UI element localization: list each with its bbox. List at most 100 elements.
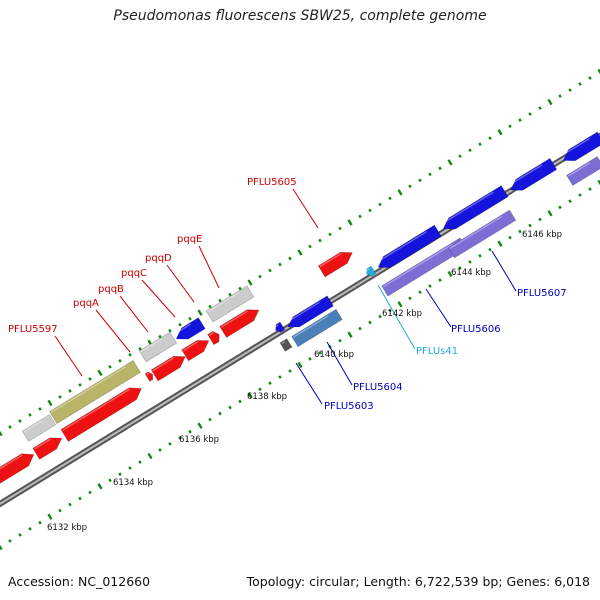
scale-dot [278, 262, 282, 267]
scale-dot [458, 266, 462, 270]
forward-gene-feature[interactable] [32, 433, 65, 460]
purple-gene-feature[interactable] [566, 156, 600, 186]
scale-major-tick [0, 429, 3, 437]
scale-dot [138, 346, 142, 351]
scale-dot [178, 322, 182, 327]
pflus41-feature[interactable] [364, 265, 377, 278]
gene-label[interactable]: PFLU5605 [247, 177, 297, 188]
pfl5603-feature[interactable] [285, 295, 334, 332]
scale-major-tick [447, 270, 453, 278]
scale-dot [268, 381, 272, 386]
pfl5597-feature[interactable] [49, 360, 141, 424]
scale-dot [378, 314, 382, 319]
gene-label[interactable]: pqqD [145, 253, 172, 264]
pseudo-gene-feature[interactable] [138, 331, 178, 363]
reverse-gene-feature[interactable] [375, 224, 442, 273]
scale-dot [78, 496, 82, 501]
tick-label: 6146 kbp [522, 230, 562, 240]
scale-dot [338, 338, 342, 343]
leader-line [326, 341, 353, 386]
leader-line [95, 309, 131, 353]
scale-dot [408, 184, 412, 189]
small-feature[interactable] [279, 338, 293, 352]
scale-dot [208, 304, 212, 309]
scale-dot [108, 364, 112, 369]
scale-dot [38, 520, 42, 525]
scale-dot [168, 442, 172, 446]
scale-dot [458, 154, 462, 159]
scale-dot [538, 217, 542, 222]
scale-major-tick [497, 240, 503, 247]
gene-label[interactable]: PFLUs41 [416, 346, 458, 357]
scale-major-tick [397, 301, 403, 308]
scale-dot [418, 290, 422, 295]
map-title: Pseudomonas fluorescens SBW25, complete … [113, 8, 487, 24]
scale-dot [318, 351, 322, 355]
pqqE-feature[interactable] [219, 304, 263, 338]
pqqC-feature[interactable] [181, 335, 213, 362]
reverse-gene-feature[interactable] [507, 157, 558, 195]
accession-text: Accession: NC_012660 [8, 574, 151, 589]
scale-dot [8, 425, 12, 429]
pfl5607-feature[interactable] [447, 209, 517, 259]
scale-dot [128, 352, 132, 357]
leader-line [295, 362, 323, 405]
scale-dot [358, 214, 362, 219]
reverse-gene-feature[interactable] [173, 317, 206, 345]
scale-dot [588, 187, 592, 191]
gene-label[interactable]: pqqE [177, 234, 202, 245]
scale-dot [418, 178, 422, 183]
scale-dot [18, 533, 22, 537]
scale-dot [318, 238, 322, 243]
forward-gene-feature[interactable] [60, 383, 145, 442]
scale-dot [68, 502, 72, 507]
scale-dot [558, 94, 562, 98]
pqqA-feature[interactable] [144, 371, 155, 382]
forward-gene-feature[interactable] [0, 449, 37, 484]
scale-dot [378, 202, 382, 207]
pfl5605-feature[interactable] [317, 247, 355, 278]
leader-line [119, 295, 149, 333]
scale-major-tick [47, 399, 53, 407]
gene-label[interactable]: PFLU5603 [324, 401, 374, 412]
scale-dot [468, 148, 472, 153]
scale-major-tick [547, 98, 553, 106]
scale-dot [138, 460, 142, 464]
gene-label[interactable]: pqqB [98, 284, 124, 295]
scale-dot [428, 284, 432, 288]
scale-dot [438, 166, 442, 171]
scale-major-tick [597, 68, 600, 76]
gene-label[interactable]: PFLU5607 [517, 288, 567, 299]
scale-dot [308, 357, 312, 361]
scale-major-tick [97, 483, 103, 490]
scale-major-tick [297, 361, 303, 369]
gene-label[interactable]: pqqA [73, 298, 99, 309]
scale-dot [258, 274, 262, 279]
pfl5604-feature[interactable] [291, 308, 343, 348]
scale-dot [328, 232, 332, 237]
scale-dot [438, 278, 442, 282]
scale-dot [58, 395, 62, 399]
leader-line [198, 245, 220, 289]
gene-label[interactable]: PFLU5597 [8, 324, 58, 335]
pseudo-gene-feature[interactable] [21, 414, 57, 442]
scale-dot [218, 411, 222, 416]
scale-dot [128, 466, 132, 470]
reverse-gene-feature[interactable] [560, 131, 600, 166]
gene-label[interactable]: pqqC [121, 268, 147, 279]
scale-dot [388, 196, 392, 201]
pseudo-gene-feature[interactable] [205, 285, 255, 323]
pqqD-feature[interactable] [207, 329, 223, 346]
scale-dot [28, 526, 32, 531]
reverse-gene-feature[interactable] [273, 321, 286, 334]
scale-dot [368, 208, 372, 213]
scale-dot [58, 508, 62, 513]
gene-label[interactable]: PFLU5606 [451, 324, 501, 335]
gene-label[interactable]: PFLU5604 [353, 382, 403, 393]
scale-dot [238, 399, 242, 404]
pqqB-feature[interactable] [150, 351, 188, 382]
reverse-gene-feature[interactable] [440, 185, 509, 235]
scale-dot [178, 435, 182, 440]
scale-dot [478, 142, 482, 147]
